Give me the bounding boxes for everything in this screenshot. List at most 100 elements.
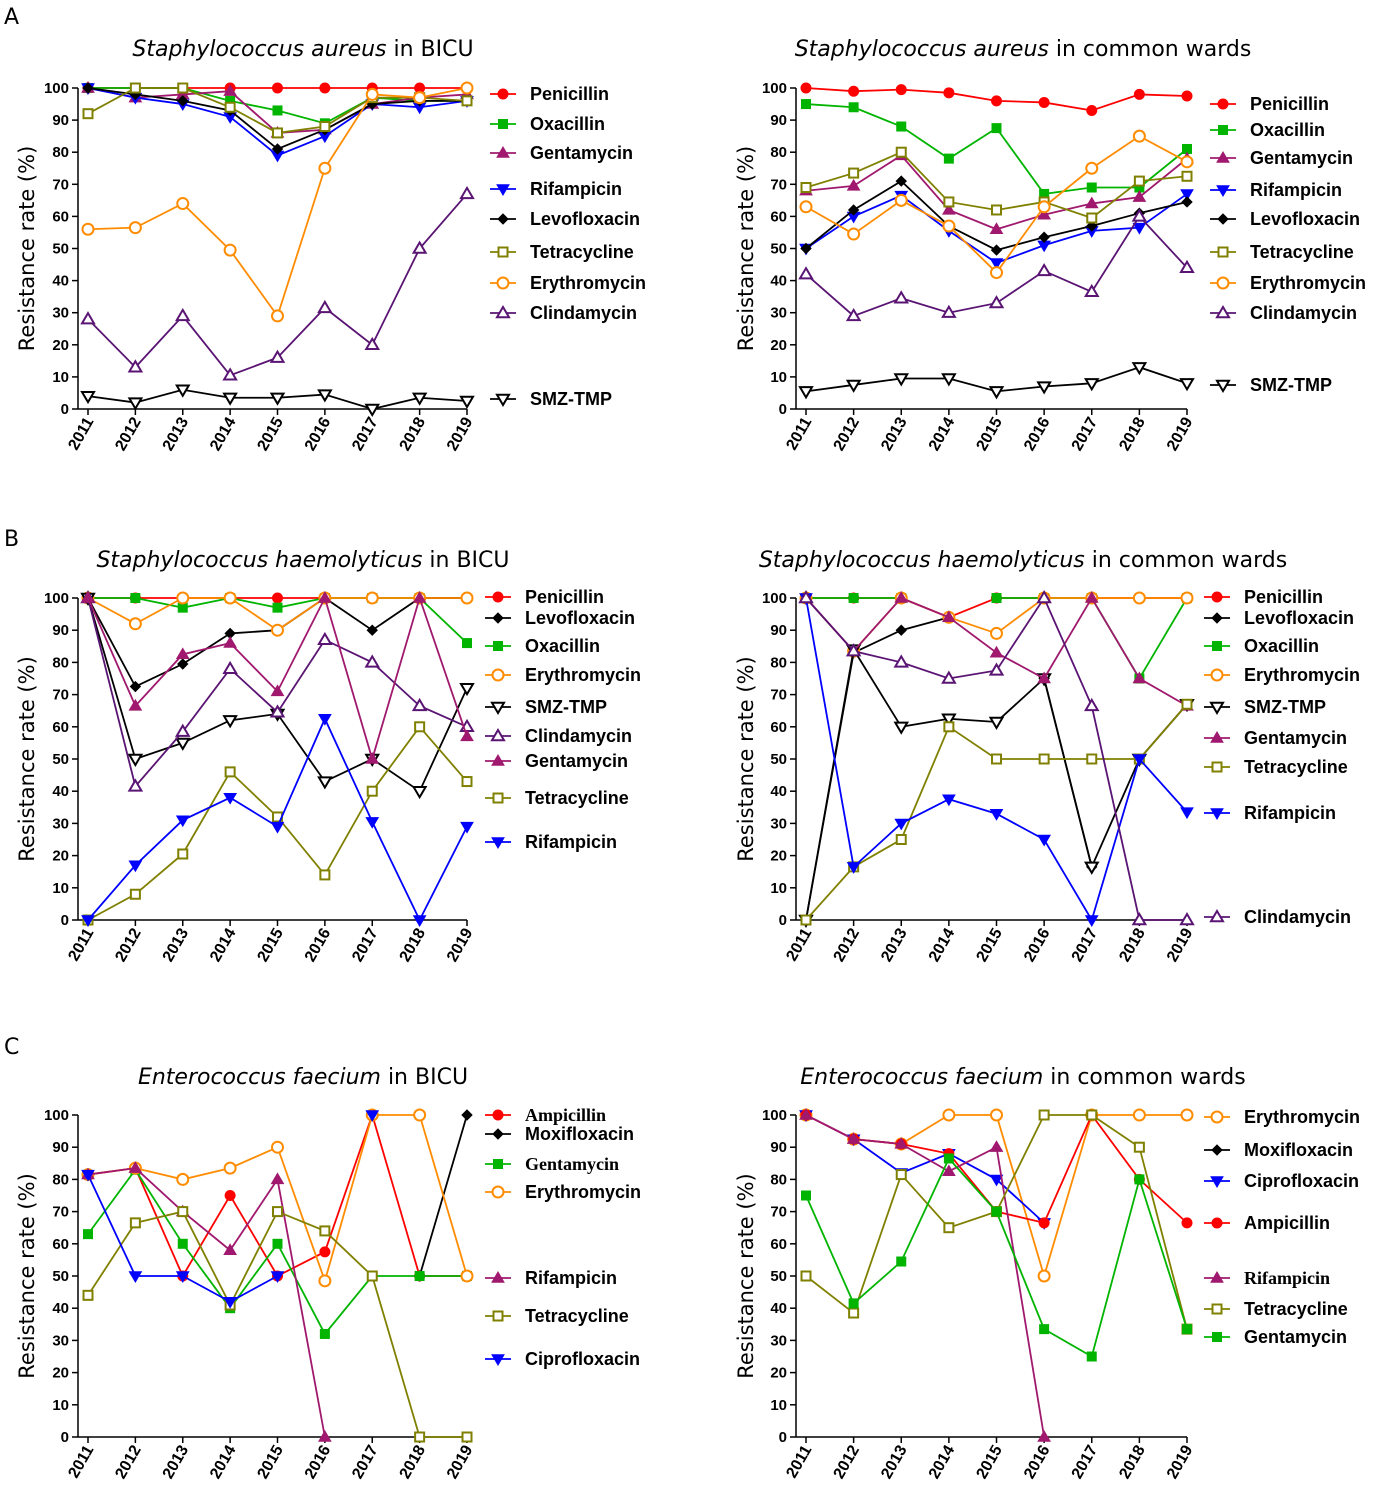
series-line xyxy=(87,87,468,318)
chart-title: Staphylococcus haemolyticus in BICU xyxy=(96,548,509,573)
data-point xyxy=(319,1225,331,1237)
data-point xyxy=(223,591,237,605)
x-tick-label: 2015 xyxy=(973,1442,1006,1481)
data-point xyxy=(845,379,862,393)
data-point xyxy=(1038,1109,1050,1121)
data-point xyxy=(272,82,283,94)
series-line xyxy=(87,595,468,763)
legend-item-levofloxacin: Levofloxacin xyxy=(485,608,635,628)
legend-marker xyxy=(493,1159,503,1169)
legend-item-gentamycin: Gentamycin xyxy=(1210,148,1353,168)
data-point xyxy=(127,359,144,373)
legend-label: Erythromycin xyxy=(525,665,641,685)
legend-item-moxifloxacin: Moxifloxacin xyxy=(485,1124,634,1144)
legend-marker xyxy=(492,1109,504,1121)
data-point xyxy=(175,307,191,322)
y-tick-label: 30 xyxy=(52,305,69,322)
data-point xyxy=(82,1289,94,1301)
chart-title-location: in common wards xyxy=(1049,37,1251,62)
legend-item-oxacillin: Oxacillin xyxy=(1210,120,1325,140)
data-point xyxy=(365,752,380,764)
data-point xyxy=(990,244,1003,256)
x-tick-label: 2019 xyxy=(1164,1442,1197,1481)
legend-marker xyxy=(1211,591,1223,603)
chart-title-location: in common wards xyxy=(1085,548,1287,573)
data-point xyxy=(941,373,957,387)
y-tick-label: 90 xyxy=(770,622,787,639)
data-point xyxy=(1131,912,1148,926)
data-point xyxy=(988,662,1005,676)
legend-item-ciprofloxacin: Ciprofloxacin xyxy=(485,1349,640,1369)
legend-label: Erythromycin xyxy=(1250,273,1366,293)
data-point xyxy=(798,266,814,280)
series-rifampicin xyxy=(81,1161,332,1442)
data-point xyxy=(942,1164,956,1177)
y-tick-label: 10 xyxy=(52,880,69,897)
y-tick-label: 20 xyxy=(52,337,69,354)
x-tick-label: 2016 xyxy=(302,414,335,453)
data-point xyxy=(364,403,380,417)
legend-item-penicillin: Penicillin xyxy=(490,84,609,104)
series-line xyxy=(87,1168,467,1336)
data-point xyxy=(461,1109,473,1121)
data-point xyxy=(270,821,285,834)
data-point xyxy=(223,243,237,257)
legend-marker xyxy=(493,641,503,651)
x-tick-label: 2016 xyxy=(1021,414,1054,453)
data-point xyxy=(270,684,285,697)
y-tick-label: 10 xyxy=(52,369,69,386)
legend-marker xyxy=(492,792,504,804)
legend-item-smz-tmp: SMZ-TMP xyxy=(485,697,607,717)
legend-marker xyxy=(492,612,504,624)
legend-label: Clindamycin xyxy=(1250,303,1357,323)
data-point xyxy=(1084,915,1099,927)
legend-label: Levofloxacin xyxy=(1244,608,1354,628)
y-tick-label: 70 xyxy=(770,687,787,704)
legend-marker xyxy=(491,837,505,849)
chart-1: Staphylococcus aureus in BICU Resistance … xyxy=(15,37,646,454)
legend-item-oxacillin: Oxacillin xyxy=(490,114,605,134)
data-point xyxy=(1084,283,1100,298)
y-tick-label: 40 xyxy=(770,1300,787,1317)
legend-marker xyxy=(1211,761,1223,773)
x-tick-label: 2019 xyxy=(1164,925,1197,964)
x-tick-label: 2019 xyxy=(444,925,477,964)
legend-marker xyxy=(1216,276,1230,290)
data-point xyxy=(177,1238,188,1249)
data-point xyxy=(364,654,380,668)
legend-item-rifampicin: Rifampicin xyxy=(1210,180,1342,200)
legend-marker xyxy=(497,246,509,258)
legend-item-penicillin: Penicillin xyxy=(485,587,604,607)
legend-marker xyxy=(492,1310,504,1322)
legend-marker xyxy=(492,1128,504,1140)
panel-letter-a: A xyxy=(4,5,19,30)
legend-label: Gentamycin xyxy=(525,751,628,771)
x-tick-label: 2017 xyxy=(349,1442,382,1481)
legend-label: Rifampicin xyxy=(1244,803,1336,823)
data-point xyxy=(1084,697,1100,712)
data-point xyxy=(1039,1324,1050,1335)
y-tick-label: 20 xyxy=(770,848,787,865)
data-point xyxy=(991,204,1002,216)
series-erythromycin xyxy=(81,81,474,323)
data-point xyxy=(893,654,909,668)
chart-title: Staphylococcus aureus in BICU xyxy=(132,37,473,62)
chart-title-species: Enterococcus faecium xyxy=(138,1065,381,1090)
data-point xyxy=(272,105,283,116)
data-point xyxy=(460,729,474,742)
legend-item-moxifloxacin: Moxifloxacin xyxy=(1204,1140,1353,1160)
data-point xyxy=(894,591,909,603)
data-point xyxy=(991,123,1002,134)
x-tick-label: 2013 xyxy=(160,414,193,453)
legend-item-levofloxacin: Levofloxacin xyxy=(490,209,640,229)
series-line xyxy=(87,1167,326,1438)
x-tick-label: 2018 xyxy=(1116,414,1149,453)
legend-marker xyxy=(498,119,508,129)
data-point xyxy=(81,222,95,236)
legend-label: Levofloxacin xyxy=(525,608,635,628)
data-point xyxy=(270,1172,285,1185)
data-point xyxy=(462,638,472,649)
legend-label: Penicillin xyxy=(1244,587,1323,607)
x-tick-label: 2016 xyxy=(1021,925,1054,964)
data-point xyxy=(272,127,283,139)
